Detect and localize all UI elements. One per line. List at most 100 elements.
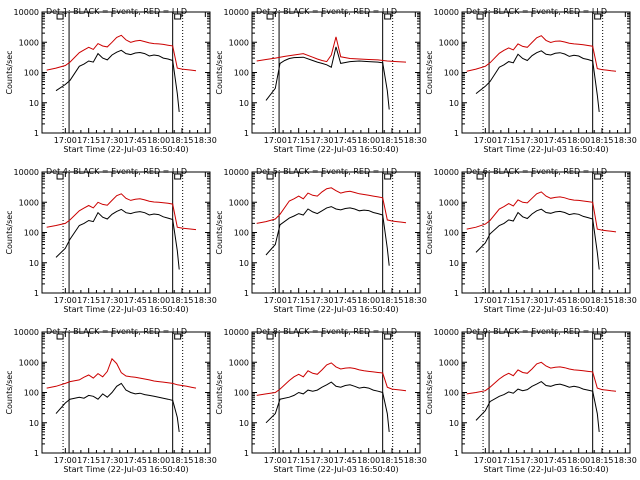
x-axis-label: Start Time (22-Jul-03 16:50:40) <box>63 305 188 314</box>
x-tick-label: 18:00 <box>357 136 380 145</box>
y-axis-label: Counts/sec <box>425 210 434 254</box>
marker-flag <box>384 13 392 20</box>
marker-flag <box>266 13 274 20</box>
marker-flag <box>476 333 484 340</box>
x-axis-label: Start Time (22-Jul-03 16:50:40) <box>63 465 188 474</box>
y-tick-label: 1000 <box>439 358 459 367</box>
x-tick-label: 17:15 <box>77 136 100 145</box>
x-tick-label: 18:00 <box>357 296 380 305</box>
plot-frame <box>251 331 421 454</box>
x-axis-label: Start Time (22-Jul-03 16:50:40) <box>273 145 398 154</box>
x-tick-label: 17:15 <box>497 136 520 145</box>
events-series-line <box>265 381 390 432</box>
x-tick-label: 18:30 <box>194 136 217 145</box>
y-tick-label: 100 <box>234 229 249 238</box>
y-tick-label: 100 <box>234 389 249 398</box>
x-tick-label: 17:00 <box>474 296 497 305</box>
x-tick-label: 18:30 <box>614 296 637 305</box>
detector-panel-4: 1 10 100 1000 10000 17:00 17:15 17:30 17:45 18:00… <box>5 167 217 314</box>
marker-flag <box>266 173 274 180</box>
x-tick-label: 17:30 <box>520 136 543 145</box>
y-tick-label: 10 <box>29 259 39 268</box>
x-tick-label: 17:15 <box>287 296 310 305</box>
y-tick-label: 100 <box>24 69 39 78</box>
y-tick-label: 1 <box>34 289 39 298</box>
y-tick-label: 1 <box>244 449 249 458</box>
y-tick-label: 1 <box>34 449 39 458</box>
x-tick-label: 18:30 <box>194 456 217 465</box>
marker-flag <box>56 13 64 20</box>
y-tick-label: 1000 <box>229 38 249 47</box>
lld-series-line <box>466 191 617 233</box>
x-tick-label: 17:30 <box>100 296 123 305</box>
panel-title: Det 9: BLACK = Events, RED = LLD <box>466 327 607 336</box>
y-tick-label: 10 <box>449 419 459 428</box>
detector-panel-3: 1 10 100 1000 10000 17:00 17:15 17:30 17:45 18:00… <box>425 7 637 154</box>
panel-title: Det 7: BLACK = Events, RED = LLD <box>46 327 187 336</box>
x-tick-label: 18:15 <box>170 136 193 145</box>
x-tick-label: 17:00 <box>54 296 77 305</box>
events-series-line <box>55 49 180 112</box>
x-tick-label: 17:45 <box>334 136 357 145</box>
y-tick-label: 1000 <box>19 358 39 367</box>
detector-panel-7: 1 10 100 1000 10000 17:00 17:15 17:30 17:45 18:00… <box>5 327 217 474</box>
x-tick-label: 18:15 <box>590 136 613 145</box>
y-axis-label: Counts/sec <box>425 370 434 414</box>
y-tick-label: 10000 <box>14 328 39 337</box>
y-axis-label: Counts/sec <box>215 370 224 414</box>
x-tick-label: 17:30 <box>310 136 333 145</box>
y-tick-label: 100 <box>444 69 459 78</box>
marker-flag <box>594 173 602 180</box>
plot-frame <box>461 331 631 454</box>
detector-panel-1: 1 10 100 1000 10000 17:00 17:15 17:30 17:45 18:00… <box>5 7 217 154</box>
marker-flag <box>266 333 274 340</box>
x-tick-label: 18:15 <box>380 456 403 465</box>
events-series-line <box>475 380 600 432</box>
x-tick-label: 18:30 <box>194 296 217 305</box>
y-tick-label: 1 <box>454 449 459 458</box>
lld-series-line <box>46 34 197 72</box>
y-axis-label: Counts/sec <box>215 210 224 254</box>
detector-panel-9: 1 10 100 1000 10000 17:00 17:15 17:30 17:45 18:00… <box>425 327 637 474</box>
y-tick-label: 10000 <box>434 168 459 177</box>
x-tick-label: 17:15 <box>77 296 100 305</box>
x-tick-label: 17:00 <box>474 456 497 465</box>
x-tick-label: 18:15 <box>170 456 193 465</box>
y-tick-label: 10 <box>449 99 459 108</box>
events-series-line <box>265 46 390 110</box>
x-tick-label: 18:15 <box>380 296 403 305</box>
x-tick-label: 17:45 <box>124 456 147 465</box>
y-axis-label: Counts/sec <box>5 50 14 94</box>
marker-flag <box>56 173 64 180</box>
x-tick-label: 17:45 <box>334 456 357 465</box>
x-tick-label: 18:30 <box>614 136 637 145</box>
y-tick-label: 1 <box>244 129 249 138</box>
marker-flag <box>594 13 602 20</box>
y-tick-label: 1 <box>244 289 249 298</box>
x-tick-label: 18:00 <box>567 456 590 465</box>
lld-series-line <box>256 362 407 396</box>
x-axis-label: Start Time (22-Jul-03 16:50:40) <box>483 465 608 474</box>
events-series-line <box>475 50 600 112</box>
marker-flag <box>476 13 484 20</box>
x-tick-label: 18:00 <box>567 296 590 305</box>
y-axis-label: Counts/sec <box>215 50 224 94</box>
x-tick-label: 18:30 <box>614 456 637 465</box>
panel-title: Det 8: BLACK = Events, RED = LLD <box>256 327 397 336</box>
plot-frame <box>41 331 211 454</box>
events-series-line <box>475 208 600 270</box>
x-tick-label: 17:45 <box>124 296 147 305</box>
y-tick-label: 100 <box>444 229 459 238</box>
x-axis-label: Start Time (22-Jul-03 16:50:40) <box>273 305 398 314</box>
x-tick-label: 17:30 <box>100 456 123 465</box>
x-tick-label: 17:00 <box>264 456 287 465</box>
x-tick-label: 17:00 <box>264 136 287 145</box>
x-tick-label: 18:30 <box>404 136 427 145</box>
x-tick-label: 17:45 <box>124 136 147 145</box>
y-tick-label: 10000 <box>14 8 39 17</box>
x-tick-label: 17:15 <box>287 456 310 465</box>
lld-series-line <box>256 36 407 63</box>
x-tick-label: 18:15 <box>590 296 613 305</box>
plot-frame <box>461 11 631 134</box>
x-tick-label: 18:30 <box>404 296 427 305</box>
